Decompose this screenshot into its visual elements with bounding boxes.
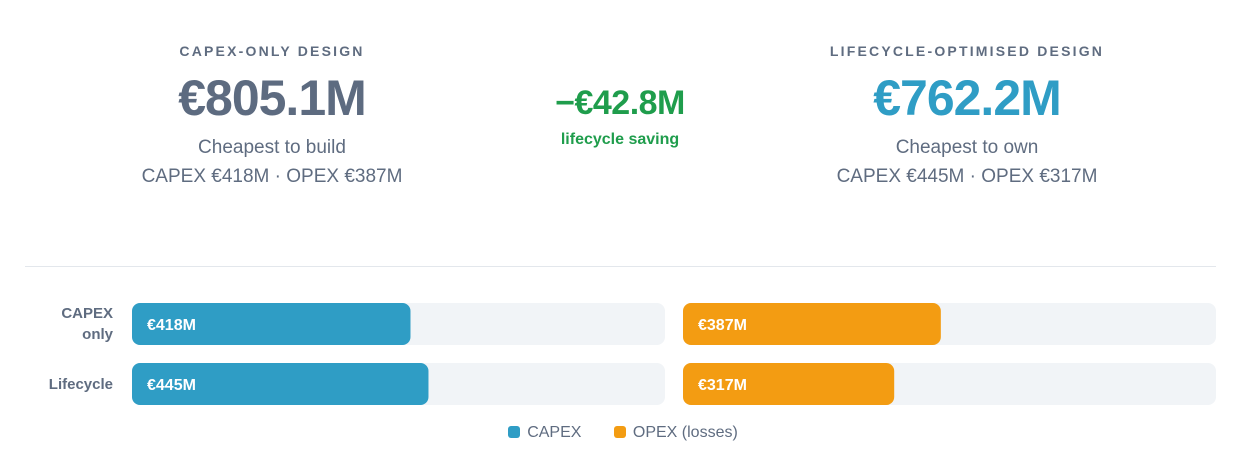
lifecycle-breakdown: CAPEX €445M · OPEX €317M xyxy=(836,166,1098,187)
section-divider xyxy=(25,266,1216,267)
legend-item-opex: OPEX (losses) xyxy=(613,424,738,442)
category-label-0: CAPEX only xyxy=(61,305,113,343)
lifecycle-total: €762.2M xyxy=(873,70,1062,126)
bar-1-0 xyxy=(683,303,941,345)
capex-only-total: €805.1M xyxy=(178,70,367,126)
bar-value-label-0-0: €418M xyxy=(147,317,196,334)
lifecycle-tagline: Cheapest to own xyxy=(895,137,1039,158)
category-label-1: Lifecycle xyxy=(49,376,113,393)
legend-swatch-capex xyxy=(508,426,521,438)
legend-swatch-opex xyxy=(613,426,626,438)
bar-value-label-1-1: €317M xyxy=(698,377,747,394)
bar-1-1 xyxy=(683,363,895,405)
chart-legend: CAPEX OPEX (losses) xyxy=(0,424,1246,442)
cost-bar-chart: CAPEX only €418M €387M Lifecycle €445M €317M xyxy=(49,303,1216,405)
bar-0-0 xyxy=(132,303,411,345)
legend-label-capex: CAPEX xyxy=(527,424,582,441)
bar-value-label-1-0: €387M xyxy=(698,317,747,334)
saving-label: lifecycle saving xyxy=(560,131,680,148)
capex-only-breakdown: CAPEX €418M · OPEX €387M xyxy=(141,166,403,187)
legend-item-capex: CAPEX xyxy=(508,424,581,442)
saving-delta: −€42.8M xyxy=(555,84,685,122)
bar-0-1 xyxy=(132,363,429,405)
lifecycle-eyebrow: LIFECYCLE-OPTIMISED DESIGN xyxy=(829,43,1105,59)
bar-value-label-0-1: €445M xyxy=(147,377,196,394)
legend-label-opex: OPEX (losses) xyxy=(632,424,738,441)
capex-only-eyebrow: CAPEX-ONLY DESIGN xyxy=(179,43,365,59)
capex-only-tagline: Cheapest to build xyxy=(198,137,346,158)
